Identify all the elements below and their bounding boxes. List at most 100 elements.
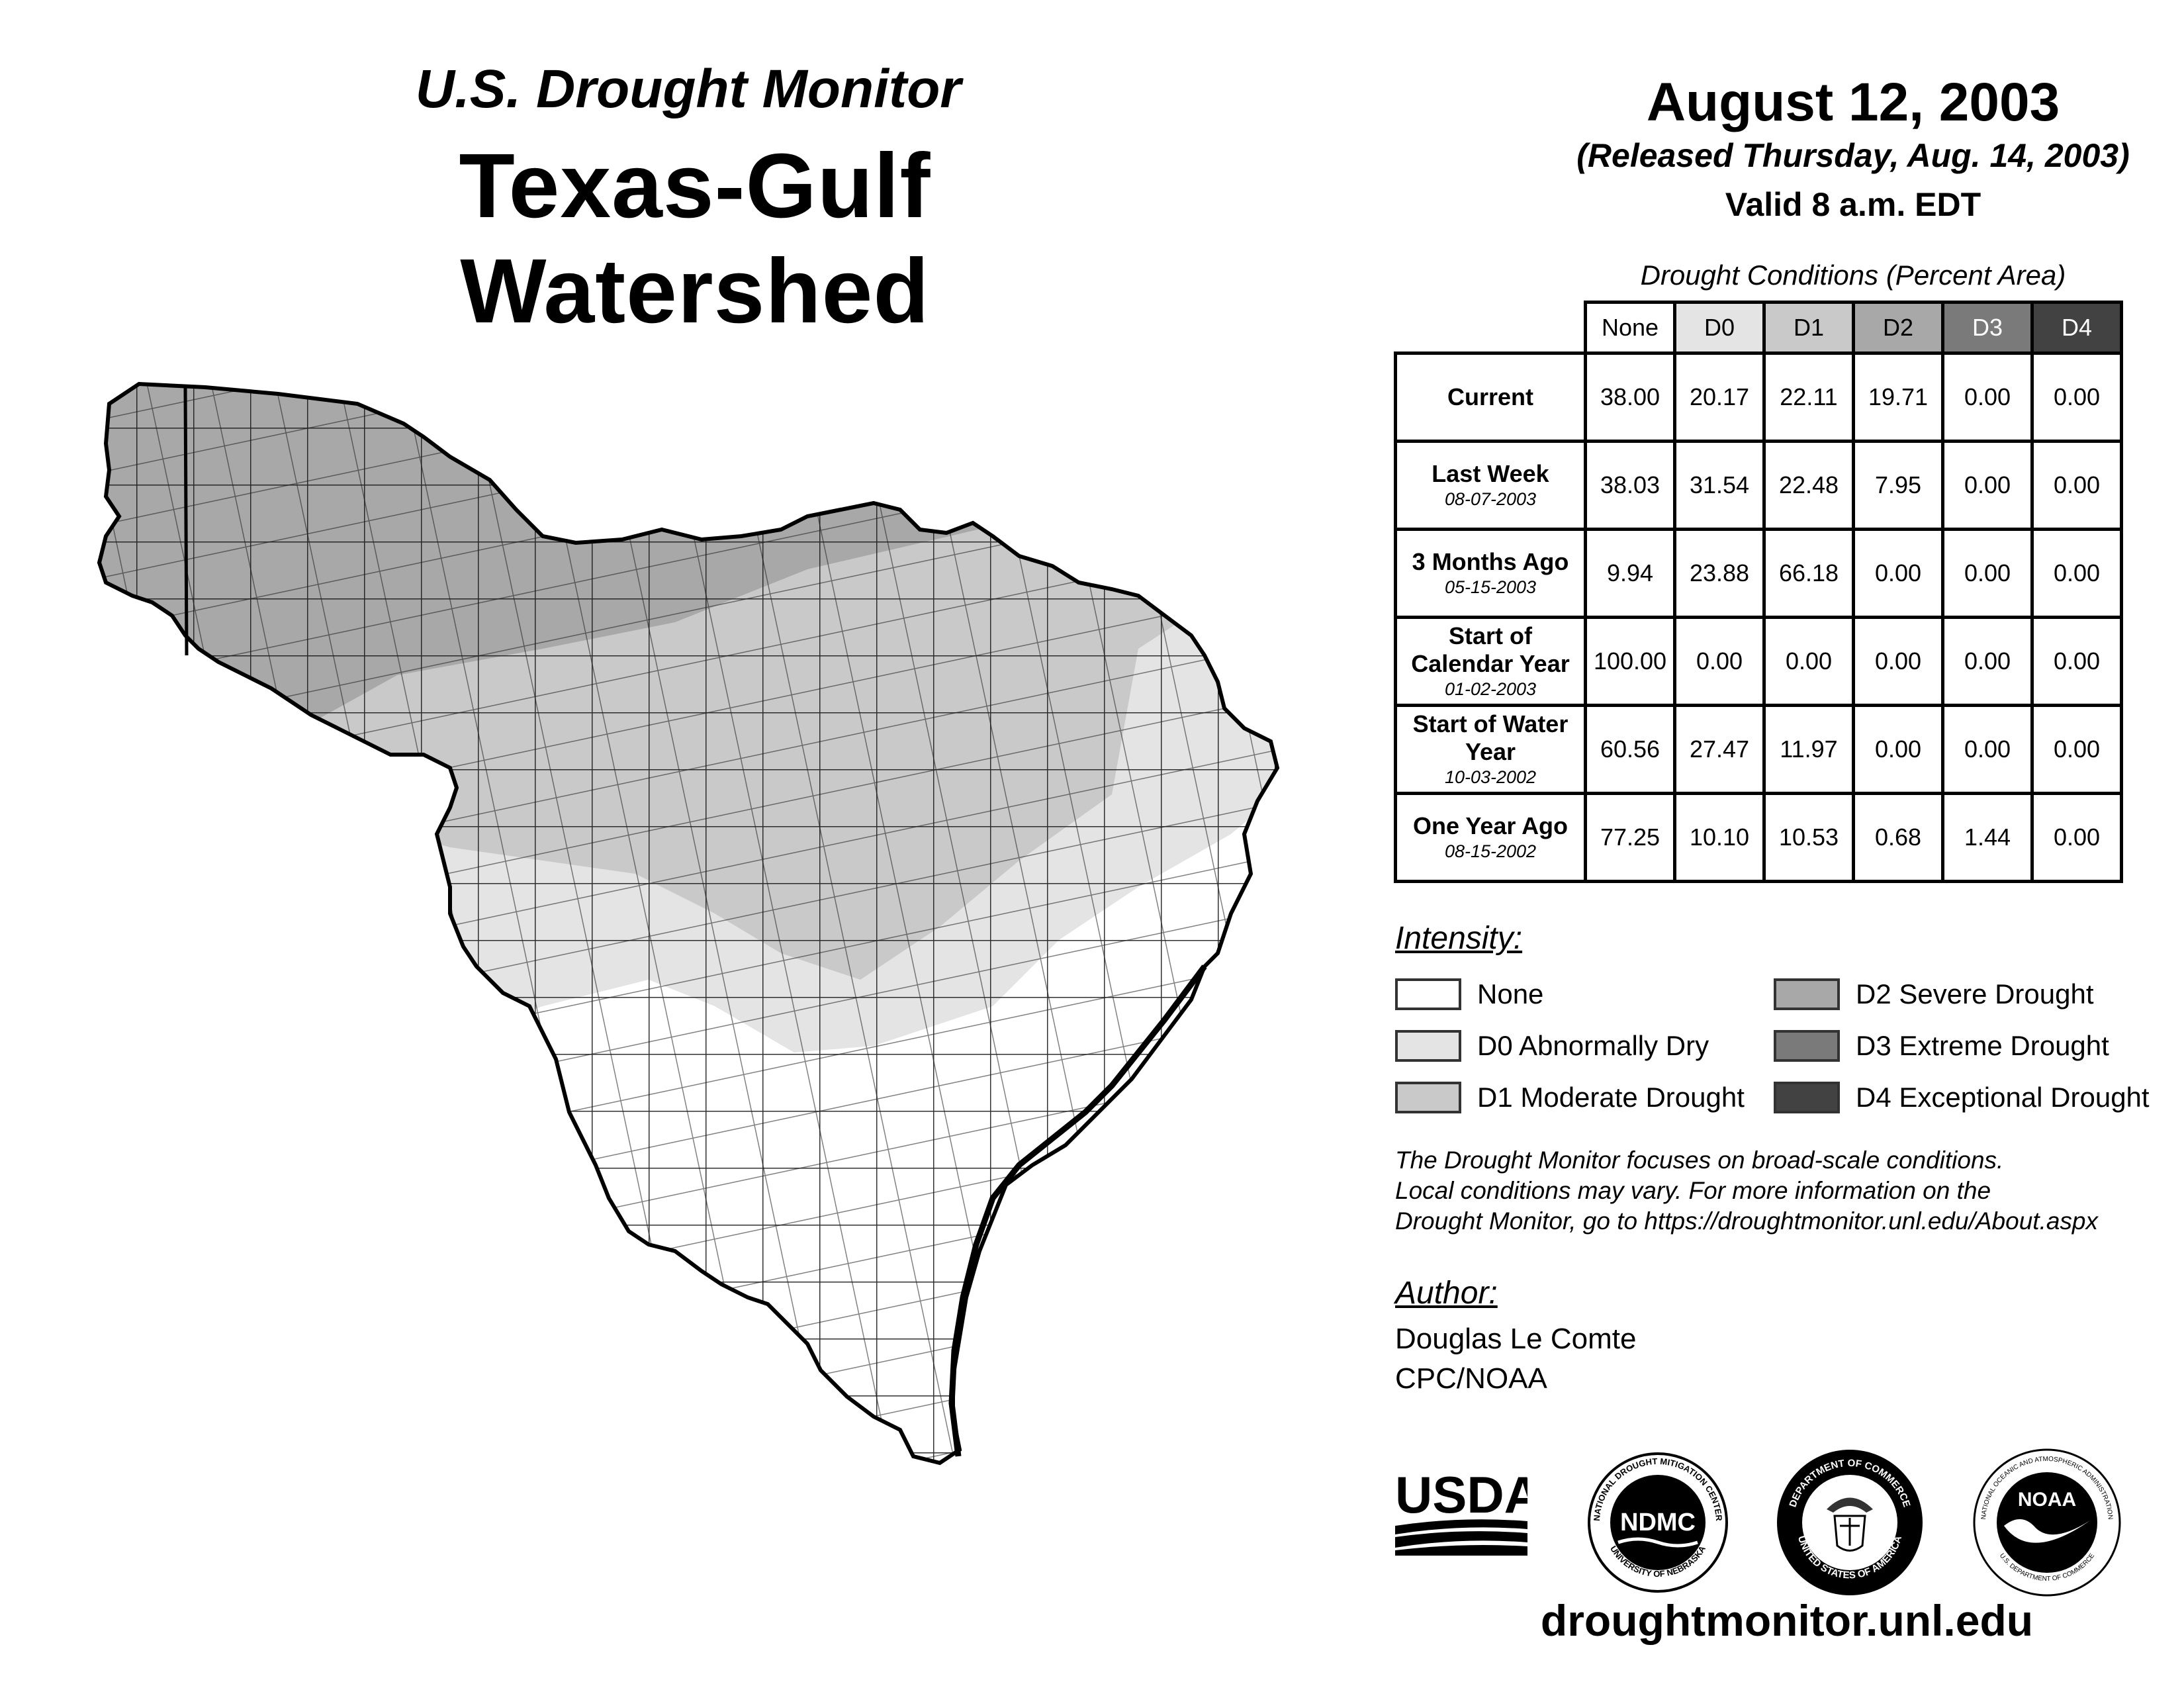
valid-time: Valid 8 a.m. EDT (1725, 186, 1981, 223)
legend-title: Intensity: (1395, 921, 1523, 956)
table-cell: 38.00 (1584, 352, 1676, 443)
legend-label: D1 Moderate Drought (1477, 1082, 1745, 1113)
ndmc-logo: NATIONAL DROUGHT MITIGATION CENTER UNIVE… (1588, 1452, 1728, 1593)
table-header-row: None D0 D1 D2 D3 D4 (1395, 301, 2123, 355)
legend-item-d0: D0 Abnormally Dry (1395, 1027, 1709, 1064)
legend-swatch (1774, 1030, 1840, 1062)
usda-logo-text: USDA (1395, 1466, 1527, 1524)
table-row-one-year-ago: One Year Ago 08-15-2002 77.25 10.10 10.53… (1394, 792, 2123, 883)
noaa-logo-text: NOAA (2018, 1489, 2076, 1511)
table-cell: 0.00 (1941, 528, 2034, 619)
row-label: One Year Ago 08-15-2002 (1394, 792, 1587, 883)
author-title: Author: (1395, 1276, 1498, 1311)
legend-item-none: None (1395, 976, 1543, 1013)
page-title: Texas-Gulf Watershed (459, 135, 931, 342)
table-cell: 31.54 (1673, 440, 1766, 531)
legend-swatch (1395, 978, 1461, 1010)
table-cell: 0.00 (1673, 616, 1766, 707)
table-cell: 0.00 (1941, 704, 2034, 795)
legend-swatch (1774, 1082, 1840, 1113)
table-cell: 10.10 (1673, 792, 1766, 883)
table-cell: 0.00 (1941, 616, 2034, 707)
legend-item-d3: D3 Extreme Drought (1774, 1027, 2109, 1064)
table-cell: 23.88 (1673, 528, 1766, 619)
table-cell: 38.03 (1584, 440, 1676, 531)
col-header-none: None (1584, 301, 1676, 355)
table-cell: 0.00 (1852, 704, 1944, 795)
table-cell: 0.00 (1852, 616, 1944, 707)
table-cell: 9.94 (1584, 528, 1676, 619)
drought-areas (99, 384, 1277, 1463)
ndmc-logo-text: NDMC (1620, 1509, 1696, 1536)
table-cell: 11.97 (1762, 704, 1855, 795)
row-label: Start of Water Year 10-03-2002 (1394, 704, 1587, 795)
col-header-d2: D2 (1852, 301, 1944, 355)
row-date: 05-15-2003 (1444, 577, 1537, 597)
table-cell: 60.56 (1584, 704, 1676, 795)
legend-item-d1: D1 Moderate Drought (1395, 1079, 1745, 1116)
subtitle: U.S. Drought Monitor (415, 59, 962, 119)
disclaimer-note: The Drought Monitor focuses on broad-sca… (1395, 1147, 2098, 1235)
state-border-line (183, 387, 189, 656)
table-cell: 22.11 (1762, 352, 1855, 443)
table-cell: 20.17 (1673, 352, 1766, 443)
row-label: Last Week 08-07-2003 (1394, 440, 1587, 531)
author-name: Douglas Le Comte (1395, 1323, 1637, 1355)
usda-logo: USDA (1395, 1466, 1527, 1556)
table-row-last-week: Last Week 08-07-2003 38.03 31.54 22.48 7.… (1394, 440, 2123, 531)
legend-label: None (1477, 978, 1544, 1009)
table-cell: 77.25 (1584, 792, 1676, 883)
doc-seal-logo: DEPARTMENT OF COMMERCE UNITED STATES OF … (1777, 1450, 1923, 1595)
legend-swatch (1395, 1030, 1461, 1062)
col-header-d0: D0 (1673, 301, 1766, 355)
table-cell: 22.48 (1762, 440, 1855, 531)
table-cell: 0.00 (2030, 792, 2123, 883)
table-cell: 0.68 (1852, 792, 1944, 883)
table-cell: 0.00 (1941, 352, 2034, 443)
table-caption: Drought Conditions (Percent Area) (1640, 259, 2066, 291)
row-date: 08-15-2002 (1444, 841, 1537, 861)
table-row-current: Current 38.00 20.17 22.11 19.71 0.00 0.0… (1394, 352, 2123, 443)
row-date: 08-07-2003 (1444, 489, 1537, 509)
table-cell: 66.18 (1762, 528, 1855, 619)
footer-url[interactable]: droughtmonitor.unl.edu (1540, 1596, 2034, 1645)
col-header-d4: D4 (2030, 301, 2123, 355)
eagle-icon (1827, 1497, 1873, 1513)
table-row-3-months-ago: 3 Months Ago 05-15-2003 9.94 23.88 66.18 … (1394, 528, 2123, 619)
legend-label: D0 Abnormally Dry (1477, 1030, 1709, 1061)
table-cell: 0.00 (1852, 528, 1944, 619)
table-row-start-water-year: Start of Water Year 10-03-2002 60.56 27.4… (1394, 704, 2123, 795)
row-label: Start of Calendar Year 01-02-2003 (1394, 616, 1587, 707)
noaa-bird-icon (2004, 1519, 2090, 1543)
author-org: CPC/NOAA (1395, 1362, 1547, 1395)
noaa-logo: NATIONAL OCEANIC AND ATMOSPHERIC ADMINIS… (1973, 1448, 2121, 1597)
table-cell: 1.44 (1941, 792, 2034, 883)
watershed-map (97, 381, 1280, 1466)
drought-table: None D0 D1 D2 D3 D4 Current 38.00 20.17 … (1394, 301, 2123, 883)
legend-swatch (1395, 1082, 1461, 1113)
table-cell: 19.71 (1852, 352, 1944, 443)
map-date: August 12, 2003 (1646, 72, 2060, 132)
table-cell: 0.00 (2030, 704, 2123, 795)
table-cell: 0.00 (1941, 440, 2034, 531)
legend-label: D2 Severe Drought (1856, 978, 2094, 1009)
legend-item-d2: D2 Severe Drought (1774, 976, 2094, 1013)
table-cell: 10.53 (1762, 792, 1855, 883)
table-corner (1395, 302, 1587, 355)
release-date: (Released Thursday, Aug. 14, 2003) (1576, 137, 2130, 174)
legend-label: D3 Extreme Drought (1856, 1030, 2109, 1061)
table-cell: 0.00 (2030, 616, 2123, 707)
table-cell: 27.47 (1673, 704, 1766, 795)
legend-label: D4 Exceptional Drought (1856, 1082, 2150, 1113)
table-cell: 0.00 (1762, 616, 1855, 707)
row-date: 10-03-2002 (1444, 767, 1537, 787)
table-cell: 0.00 (2030, 440, 2123, 531)
table-cell: 7.95 (1852, 440, 1944, 531)
col-header-d3: D3 (1941, 301, 2034, 355)
table-cell: 0.00 (2030, 352, 2123, 443)
table-row-start-calendar-year: Start of Calendar Year 01-02-2003 100.00 … (1394, 616, 2123, 707)
row-label: 3 Months Ago 05-15-2003 (1394, 528, 1587, 619)
row-label: Current (1394, 352, 1587, 443)
row-date: 01-02-2003 (1444, 679, 1537, 699)
table-cell: 0.00 (2030, 528, 2123, 619)
